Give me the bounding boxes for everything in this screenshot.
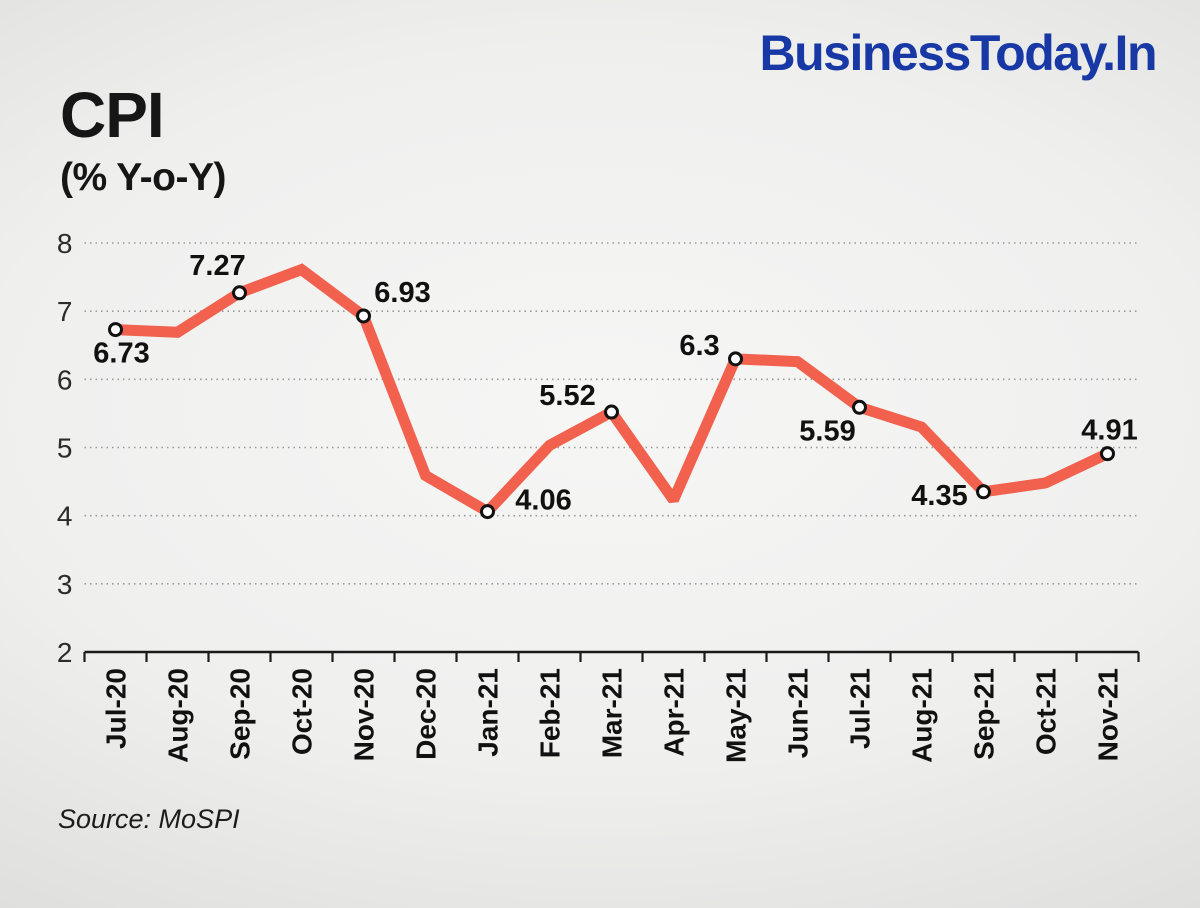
x-axis-category-label: Oct-21 — [1031, 668, 1062, 755]
cpi-data-line — [115, 263, 1110, 519]
chart-subtitle: (% Y-o-Y) — [60, 156, 226, 199]
data-point-marker — [356, 308, 371, 324]
x-axis-category-label: Mar-21 — [597, 668, 628, 758]
x-axis-category-label: Dec-20 — [411, 668, 442, 760]
x-axis-category-label: Sep-21 — [969, 668, 1000, 760]
y-axis-tick-label: 3 — [57, 569, 73, 600]
data-point-marker — [232, 285, 247, 301]
data-point-label: 6.3 — [679, 330, 719, 362]
data-point-label: 4.06 — [515, 485, 571, 517]
data-point-marker — [108, 322, 123, 338]
data-point-label: 5.59 — [799, 415, 855, 447]
x-axis-category-label: Sep-20 — [225, 668, 256, 760]
data-point-label: 4.91 — [1081, 415, 1137, 447]
source-note: Source: MoSPI — [58, 804, 240, 834]
x-axis-category-label: Feb-21 — [535, 668, 566, 758]
x-axis-category-label: Jul-21 — [845, 668, 876, 749]
chart-title: CPI — [60, 79, 165, 151]
x-axis-category-label: Nov-21 — [1093, 668, 1124, 761]
x-axis-category-label: May-21 — [721, 668, 752, 763]
y-axis-tick-label: 6 — [57, 364, 73, 395]
x-axis-category-label: Aug-21 — [907, 668, 938, 763]
x-axis-category-label: Jul-20 — [101, 668, 132, 749]
x-axis-category-label: Aug-20 — [163, 668, 194, 763]
data-point-marker — [604, 404, 619, 420]
data-point-marker — [852, 399, 867, 415]
y-axis-tick-label: 8 — [57, 228, 73, 259]
data-point-label: 6.73 — [93, 338, 149, 370]
y-axis-tick-label: 4 — [57, 501, 73, 532]
y-axis-tick-label: 5 — [57, 433, 73, 464]
y-axis-tick-label: 7 — [57, 296, 73, 327]
data-point-marker — [728, 351, 743, 367]
x-axis-category-label: Jun-21 — [783, 668, 814, 758]
data-point-marker — [976, 484, 991, 500]
x-axis-category-label: Jan-21 — [473, 668, 504, 757]
x-axis-category-label: Nov-20 — [349, 668, 380, 761]
data-point-label: 4.35 — [911, 480, 967, 512]
data-point-marker — [1100, 446, 1115, 462]
data-point-label: 7.27 — [189, 250, 245, 282]
data-point-label: 6.93 — [374, 277, 430, 309]
x-axis-category-label: Apr-21 — [659, 668, 690, 757]
businesstoday-logo: BusinessToday.In — [759, 25, 1158, 81]
x-axis-category-label: Oct-20 — [287, 668, 318, 755]
data-point-label: 5.52 — [539, 380, 595, 412]
y-axis-tick-label: 2 — [57, 637, 73, 668]
data-point-marker — [480, 504, 495, 520]
